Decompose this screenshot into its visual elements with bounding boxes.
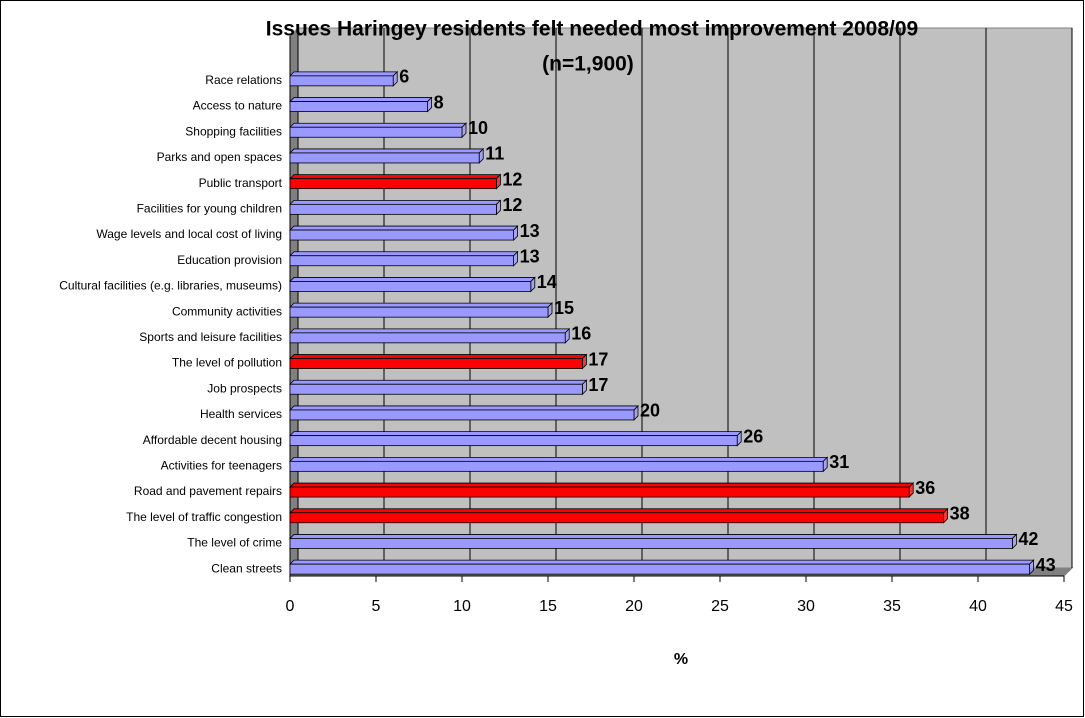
bar-top xyxy=(289,277,536,282)
x-tick-label: 5 xyxy=(372,598,381,615)
x-tick-label: 45 xyxy=(1055,598,1073,615)
bar-top xyxy=(289,482,915,488)
category-label: The level of pollution xyxy=(172,356,282,370)
bar xyxy=(289,126,463,138)
category-label: Activities for teenagers xyxy=(161,459,282,473)
value-label: 38 xyxy=(950,504,970,524)
bar-top xyxy=(289,534,1018,539)
category-label: Facilities for young children xyxy=(137,202,282,216)
category-label: Health services xyxy=(200,407,282,421)
x-tick-label: 35 xyxy=(883,598,901,615)
bar-top xyxy=(289,328,571,334)
category-label: Community activities xyxy=(172,304,282,318)
bar xyxy=(289,512,944,524)
category-label: Affordable decent housing xyxy=(143,433,282,447)
category-label: Job prospects xyxy=(207,381,282,395)
category-label: Cultural facilities (e.g. libraries, mus… xyxy=(59,279,282,293)
category-label: Wage levels and local cost of living xyxy=(96,227,282,241)
category-label: Sports and leisure facilities xyxy=(139,330,282,344)
bar-top xyxy=(289,174,502,180)
bar-top xyxy=(289,148,485,154)
value-label: 17 xyxy=(588,349,608,369)
bar-top xyxy=(289,354,588,359)
value-label: 10 xyxy=(468,118,488,138)
bar xyxy=(289,101,429,112)
category-label: Parks and open spaces xyxy=(157,150,282,164)
bar xyxy=(289,178,497,190)
x-tick-label: 20 xyxy=(625,598,643,615)
value-label: 17 xyxy=(588,375,608,395)
value-label: 42 xyxy=(1018,529,1038,549)
bar-top xyxy=(289,199,502,205)
category-label: The level of traffic congestion xyxy=(126,510,282,524)
bar-top xyxy=(289,559,1035,565)
x-tick-label: 15 xyxy=(539,598,557,615)
value-label: 20 xyxy=(640,401,660,421)
value-label: 8 xyxy=(434,92,444,112)
bar xyxy=(289,486,910,498)
value-label: 13 xyxy=(520,221,540,241)
category-label: Public transport xyxy=(199,176,283,190)
x-axis-title: % xyxy=(674,651,688,668)
bar xyxy=(289,152,480,164)
bar-top xyxy=(289,431,743,437)
value-label: 13 xyxy=(520,247,540,267)
bar xyxy=(289,281,532,292)
value-label: 16 xyxy=(571,324,591,344)
value-label: 11 xyxy=(485,144,504,164)
value-label: 12 xyxy=(502,169,522,189)
chart-title: Issues Haringey residents felt needed mo… xyxy=(266,18,918,41)
x-tick-label: 25 xyxy=(711,598,729,615)
x-tick-label: 0 xyxy=(286,598,295,615)
value-label: 12 xyxy=(502,195,522,215)
bar-top xyxy=(289,97,433,102)
bar-top xyxy=(289,71,399,77)
bar xyxy=(289,332,566,344)
bar xyxy=(289,383,583,395)
x-tick-label: 40 xyxy=(969,598,987,615)
bar xyxy=(289,563,1030,575)
value-label: 31 xyxy=(829,452,849,472)
value-label: 15 xyxy=(554,298,574,318)
bar xyxy=(289,435,738,447)
x-tick-label: 10 xyxy=(453,598,471,615)
bar-top xyxy=(289,122,467,128)
value-label: 43 xyxy=(1036,555,1056,575)
bar xyxy=(289,229,515,241)
x-tick-label: 30 xyxy=(797,598,815,615)
category-label: Shopping facilities xyxy=(185,124,282,138)
value-label: 26 xyxy=(743,426,763,446)
value-label: 36 xyxy=(915,478,935,498)
bar xyxy=(289,358,583,369)
bar xyxy=(289,203,497,215)
category-label: Clean streets xyxy=(211,561,282,575)
category-label: Road and pavement repairs xyxy=(134,484,282,498)
category-label: Access to nature xyxy=(193,99,283,113)
bar-top xyxy=(289,225,519,231)
value-label: 14 xyxy=(537,272,557,292)
bar xyxy=(289,306,549,318)
bar-top xyxy=(289,379,588,385)
bar-top xyxy=(289,508,949,514)
bar-top xyxy=(289,251,519,257)
category-label: Race relations xyxy=(205,73,282,87)
bar xyxy=(289,75,394,87)
bar xyxy=(289,409,635,421)
value-label: 6 xyxy=(399,67,409,87)
category-label: The level of crime xyxy=(187,536,282,550)
bar xyxy=(289,460,824,472)
plot-area: 0 5 10 15 20 25 30 35 40 45 Race relations 6 Access … xyxy=(59,26,1074,615)
bar xyxy=(289,538,1013,549)
bar-top xyxy=(289,405,639,411)
category-label: Education provision xyxy=(177,253,282,267)
bar-top xyxy=(289,456,829,462)
chart-subtitle: (n=1,900) xyxy=(542,53,634,76)
bar xyxy=(289,255,515,267)
bar-top xyxy=(289,302,553,308)
